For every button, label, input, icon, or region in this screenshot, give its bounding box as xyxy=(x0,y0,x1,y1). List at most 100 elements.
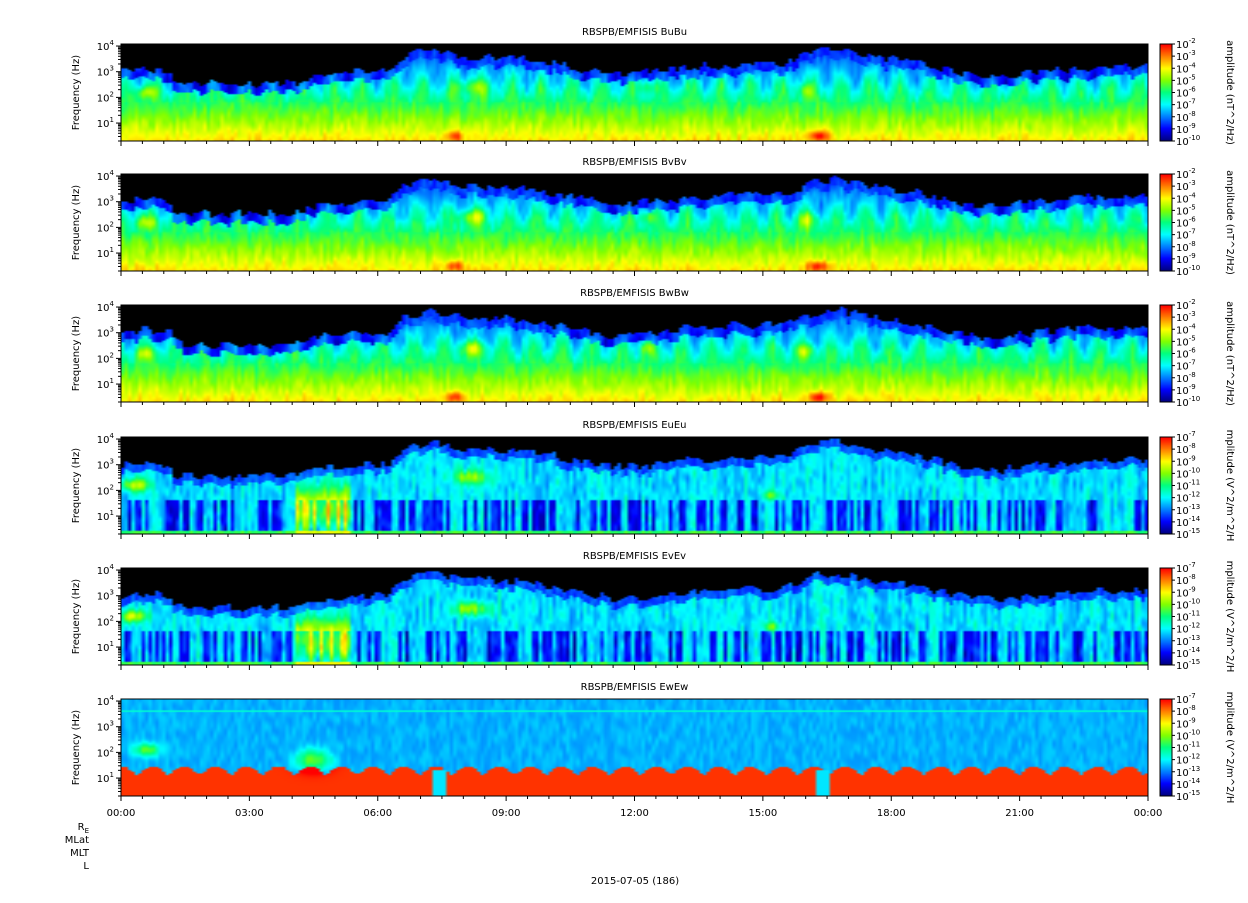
y-tick-label: 104 xyxy=(97,300,115,314)
y-tick-label: 103 xyxy=(97,458,114,472)
colorbar-tick-label: 10-8 xyxy=(1176,573,1196,587)
colorbar-tick-label: 10-13 xyxy=(1176,634,1200,648)
colorbar-tick-label: 10-6 xyxy=(1176,216,1196,230)
y-tick-label: 101 xyxy=(97,640,114,654)
colorbar-tick-label: 10-11 xyxy=(1176,741,1200,755)
colorbar-tick-label: 10-12 xyxy=(1176,753,1200,767)
x-tick-label: 21:00 xyxy=(1005,808,1034,819)
spectrogram-image xyxy=(121,174,1148,271)
colorbar-tick-label: 10-3 xyxy=(1176,310,1196,324)
colorbar-tick-label: 10-10 xyxy=(1176,728,1200,742)
colorbar-tick-label: 10-14 xyxy=(1176,646,1201,660)
ephemeris-label: RE xyxy=(78,822,89,835)
y-axis-label: Frequency (Hz) xyxy=(71,316,82,392)
colorbar-tick-label: 10-9 xyxy=(1176,454,1196,468)
y-tick-label: 102 xyxy=(97,351,114,365)
colorbar-tick-label: 10-7 xyxy=(1176,98,1196,112)
y-tick-label: 104 xyxy=(97,694,115,708)
colorbar-tick-label: 10-10 xyxy=(1176,466,1200,480)
colorbar-tick-label: 10-15 xyxy=(1176,527,1200,541)
colorbar-tick-label: 10-5 xyxy=(1176,334,1196,348)
colorbar-tick-label: 10-10 xyxy=(1176,395,1200,409)
y-tick-label: 102 xyxy=(97,483,114,497)
spectrogram-image xyxy=(121,568,1148,665)
panel-title: RBSPB/EMFISIS BwBw xyxy=(580,288,689,299)
panel-title: RBSPB/EMFISIS BvBv xyxy=(582,157,686,168)
colorbar-tick-label: 10-14 xyxy=(1176,777,1201,791)
y-tick-label: 103 xyxy=(97,65,114,79)
colorbar-tick-label: 10-7 xyxy=(1176,359,1196,373)
colorbar-tick-label: 10-11 xyxy=(1176,479,1200,493)
colorbar-tick-label: 10-13 xyxy=(1176,503,1200,517)
panel-title: RBSPB/EMFISIS BuBu xyxy=(582,27,687,38)
colorbar-tick-label: 10-8 xyxy=(1176,240,1196,254)
ephemeris-label: L xyxy=(83,861,89,872)
x-tick-label: 06:00 xyxy=(363,808,392,819)
y-axis-label: Frequency (Hz) xyxy=(71,185,82,261)
spectrogram-panel-5: RBSPB/EMFISIS EvEv 101 102 103 104 Frequency … xyxy=(71,551,1235,672)
colorbar-tick-label: 10-4 xyxy=(1176,61,1196,75)
colorbar-label: mplitude (V^2/m^2/H xyxy=(1224,430,1235,542)
y-tick-label: 104 xyxy=(97,563,115,577)
spectrogram-panel-2: RBSPB/EMFISIS BvBv 101 102 103 104 Frequency … xyxy=(71,157,1235,278)
colorbar-label: amplitude (nT^2/Hz) xyxy=(1224,40,1235,145)
colorbar-tick-label: 10-2 xyxy=(1176,298,1196,312)
spectrogram-panel-3: RBSPB/EMFISIS BwBw 101 102 103 104 Frequency … xyxy=(71,288,1235,409)
x-tick-label: 00:00 xyxy=(1134,808,1163,819)
x-tick-label: 15:00 xyxy=(748,808,777,819)
y-tick-label: 101 xyxy=(97,377,114,391)
panel-title: RBSPB/EMFISIS EuEu xyxy=(582,420,686,431)
colorbar-tick-label: 10-9 xyxy=(1176,252,1196,266)
spectrogram-image xyxy=(121,437,1148,534)
colorbar-label: mplitude (V^2/m^2/H xyxy=(1224,561,1235,673)
y-tick-label: 102 xyxy=(97,614,114,628)
spectrogram-image xyxy=(121,305,1148,402)
colorbar-tick-label: 10-7 xyxy=(1176,430,1196,444)
panel-title: RBSPB/EMFISIS EvEv xyxy=(583,551,686,562)
y-tick-label: 103 xyxy=(97,589,114,603)
y-tick-label: 103 xyxy=(97,195,114,209)
colorbar-tick-label: 10-2 xyxy=(1176,37,1196,51)
colorbar-tick-label: 10-15 xyxy=(1176,789,1200,803)
colorbar xyxy=(1160,568,1172,665)
colorbar-label: amplitude (nT^2/Hz) xyxy=(1224,170,1235,275)
colorbar-tick-label: 10-4 xyxy=(1176,191,1196,205)
colorbar-tick-label: 10-4 xyxy=(1176,322,1196,336)
colorbar xyxy=(1160,437,1172,534)
colorbar-tick-label: 10-6 xyxy=(1176,86,1196,100)
x-tick-label: 00:00 xyxy=(107,808,136,819)
y-tick-label: 102 xyxy=(97,220,114,234)
colorbar-tick-label: 10-9 xyxy=(1176,383,1196,397)
colorbar-tick-label: 10-3 xyxy=(1176,49,1196,63)
colorbar-tick-label: 10-12 xyxy=(1176,622,1200,636)
spectrogram-panel-6: RBSPB/EMFISIS EwEw 101 102 103 104 Frequency … xyxy=(71,682,1235,803)
y-tick-label: 104 xyxy=(97,432,115,446)
colorbar xyxy=(1160,44,1172,141)
colorbar-tick-label: 10-14 xyxy=(1176,515,1201,529)
colorbar-tick-label: 10-7 xyxy=(1176,228,1196,242)
spectrogram-panel-4: RBSPB/EMFISIS EuEu 101 102 103 104 Frequency … xyxy=(71,420,1235,541)
y-tick-label: 101 xyxy=(97,771,114,785)
y-tick-label: 103 xyxy=(97,326,114,340)
spectrogram-image xyxy=(121,44,1148,141)
y-axis-label: Frequency (Hz) xyxy=(71,448,82,524)
colorbar xyxy=(1160,174,1172,271)
colorbar-tick-label: 10-5 xyxy=(1176,203,1196,217)
colorbar-tick-label: 10-8 xyxy=(1176,442,1196,456)
y-tick-label: 101 xyxy=(97,116,114,130)
colorbar-tick-label: 10-15 xyxy=(1176,658,1200,672)
ephemeris-label: MLT xyxy=(70,848,90,859)
date-label: 2015-07-05 (186) xyxy=(591,876,679,887)
colorbar-tick-label: 10-6 xyxy=(1176,347,1196,361)
colorbar-tick-label: 10-3 xyxy=(1176,179,1196,193)
colorbar-tick-label: 10-9 xyxy=(1176,122,1196,136)
colorbar-tick-label: 10-10 xyxy=(1176,264,1200,278)
y-tick-label: 104 xyxy=(97,39,115,53)
colorbar-tick-label: 10-5 xyxy=(1176,73,1196,87)
colorbar xyxy=(1160,305,1172,402)
colorbar-tick-label: 10-11 xyxy=(1176,610,1200,624)
colorbar-tick-label: 10-2 xyxy=(1176,167,1196,181)
